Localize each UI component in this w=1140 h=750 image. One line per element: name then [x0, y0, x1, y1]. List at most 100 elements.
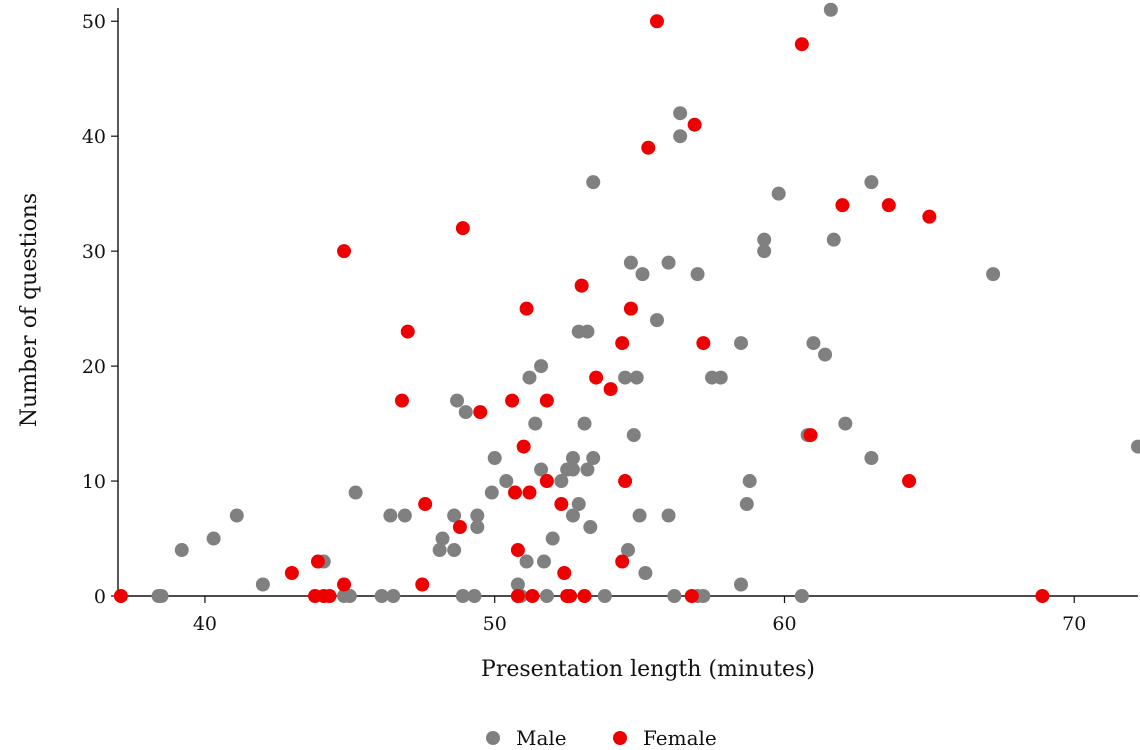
data-point-male: [864, 451, 879, 466]
data-point-male: [794, 589, 809, 603]
data-point-female: [1035, 589, 1050, 603]
data-point-female: [696, 336, 711, 351]
y-tick-label: 30: [82, 241, 106, 263]
y-tick-label: 10: [82, 471, 106, 493]
data-point-male: [545, 531, 560, 546]
data-point-male: [536, 554, 551, 569]
data-point-male: [528, 416, 543, 431]
data-point-female: [113, 589, 128, 603]
data-point-male: [580, 462, 595, 477]
data-point-male: [206, 531, 221, 546]
data-point-male: [565, 451, 580, 466]
y-tick-label: 40: [82, 126, 106, 148]
y-axis-ticks: 0 10 20 30 40 50: [82, 11, 118, 608]
data-point-female: [684, 589, 699, 603]
data-point-female: [649, 14, 664, 29]
data-point-male: [432, 543, 447, 558]
legend: Male Female: [486, 726, 717, 750]
data-point-male: [742, 474, 757, 489]
data-point-male: [580, 324, 595, 339]
data-point-female: [835, 198, 850, 213]
data-point-female: [507, 485, 522, 500]
x-tick-label: 60: [772, 613, 796, 635]
data-point-male: [649, 313, 664, 328]
x-axis-title: Presentation length (minutes): [481, 657, 815, 682]
data-point-female: [310, 554, 325, 569]
data-point-male: [577, 416, 592, 431]
data-point-male: [771, 186, 786, 201]
data-point-male: [435, 531, 450, 546]
y-tick-label: 20: [82, 356, 106, 378]
plot-area: 40 50 60 70 0 10 20 30 40 50: [82, 2, 1140, 635]
x-axis-ticks: 40 50 60 70: [193, 596, 1086, 635]
data-point-male: [734, 577, 749, 592]
data-point-male: [696, 589, 711, 603]
data-point-female: [563, 589, 578, 603]
data-point-female: [618, 474, 633, 489]
data-point-male: [383, 508, 398, 523]
data-point-male: [519, 554, 534, 569]
data-point-female: [922, 209, 937, 224]
data-point-female: [577, 589, 592, 603]
data-point-male: [739, 497, 754, 512]
data-point-male: [667, 589, 682, 603]
data-point-female: [510, 589, 525, 603]
data-point-male: [450, 393, 465, 408]
data-point-male: [823, 2, 838, 17]
data-point-female: [574, 278, 589, 293]
data-point-male: [386, 589, 401, 603]
data-point-male: [565, 462, 580, 477]
data-point-male: [374, 589, 389, 603]
data-point-male: [638, 566, 653, 581]
data-point-female: [322, 589, 337, 603]
data-point-female: [603, 382, 618, 397]
data-point-male: [586, 451, 601, 466]
data-point-male: [597, 589, 612, 603]
data-point-female: [337, 577, 352, 592]
data-point-female: [539, 474, 554, 489]
data-point-male: [397, 508, 412, 523]
data-point-female: [415, 577, 430, 592]
data-point-male: [470, 520, 485, 535]
legend-label-male: Male: [516, 726, 567, 750]
data-point-male: [487, 451, 502, 466]
data-point-female: [452, 520, 467, 535]
data-point-male: [571, 497, 586, 512]
data-point-female: [803, 428, 818, 443]
data-point-female: [641, 140, 656, 155]
data-point-male: [621, 543, 635, 558]
data-point-male: [826, 232, 841, 247]
data-point-female: [525, 589, 540, 603]
data-point-male: [484, 485, 499, 500]
data-point-male: [986, 267, 1001, 282]
data-point-female: [337, 244, 352, 259]
data-point-female: [687, 117, 702, 132]
data-point-male: [455, 589, 470, 603]
data-point-male: [734, 336, 749, 351]
data-point-male: [618, 370, 633, 385]
data-point-male: [673, 106, 688, 121]
data-point-female: [418, 497, 433, 512]
legend-marker-male: [486, 731, 500, 745]
data-point-male: [806, 336, 821, 351]
data-point-male: [229, 508, 244, 523]
data-point-male: [690, 267, 705, 282]
data-point-female: [615, 336, 630, 351]
data-point-female: [522, 485, 537, 500]
data-point-male: [757, 244, 772, 259]
data-point-male: [539, 589, 554, 603]
data-point-female: [455, 221, 470, 236]
x-tick-label: 40: [193, 613, 217, 635]
data-point-female: [557, 566, 572, 581]
data-point-male: [629, 370, 644, 385]
data-point-female: [615, 554, 630, 569]
data-point-male: [713, 370, 728, 385]
data-point-male: [499, 474, 514, 489]
data-point-male: [510, 577, 525, 592]
data-point-female: [400, 324, 415, 339]
data-point-female: [519, 301, 534, 316]
data-point-male: [838, 416, 853, 431]
data-point-female: [394, 393, 409, 408]
data-point-male: [565, 508, 580, 523]
data-point-female: [881, 198, 896, 213]
